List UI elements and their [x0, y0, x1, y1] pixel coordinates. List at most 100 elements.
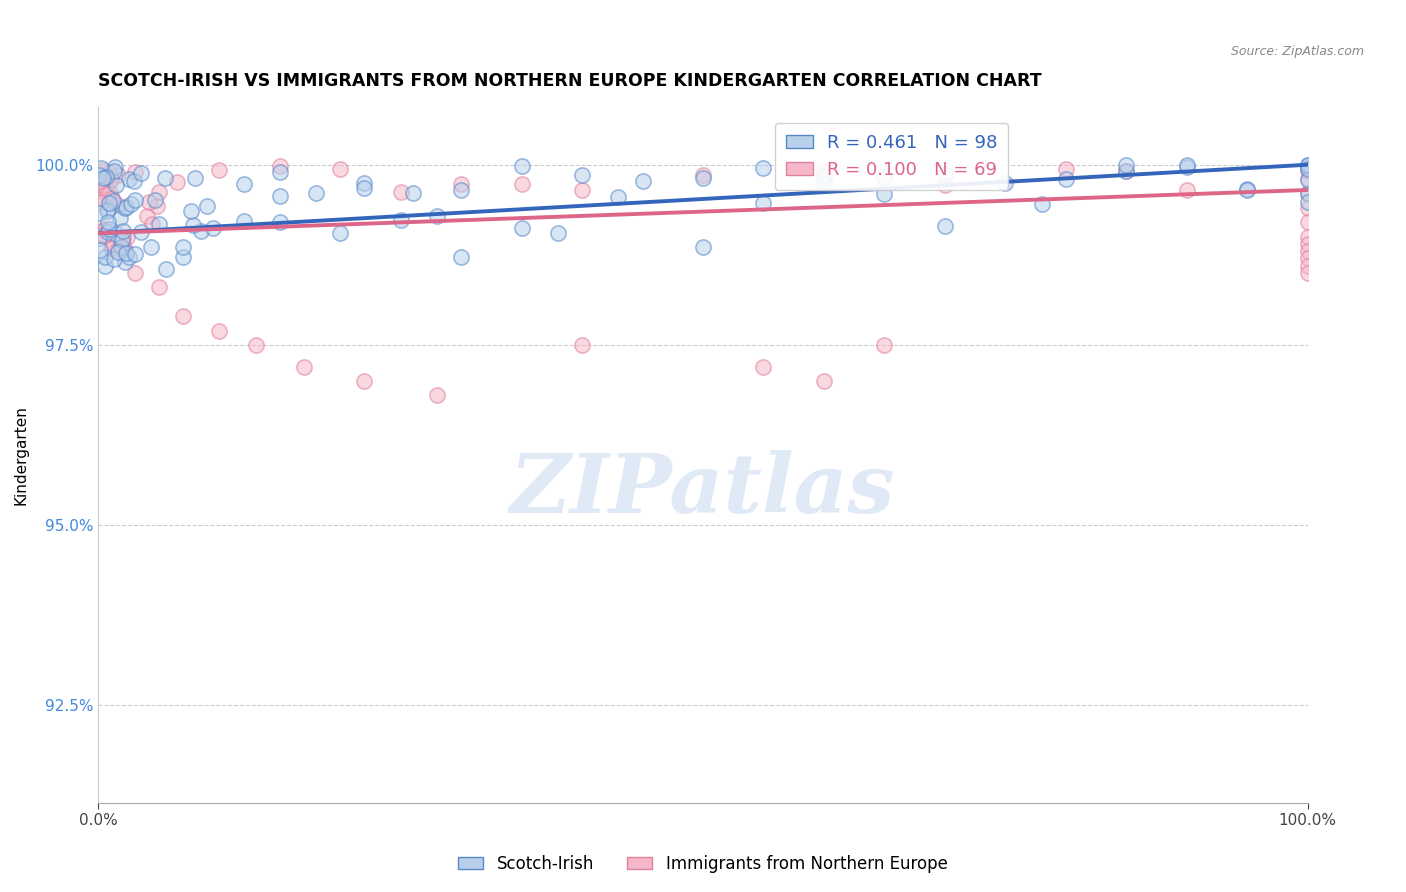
Point	[1054, 171, 1077, 186]
Point	[172, 240, 194, 254]
Point	[87, 206, 110, 220]
Point	[145, 199, 167, 213]
Point	[97, 222, 120, 236]
Point	[153, 171, 176, 186]
Point	[107, 197, 129, 211]
Point	[934, 178, 956, 192]
Point	[1296, 158, 1319, 172]
Point	[1115, 163, 1137, 178]
Point	[111, 235, 134, 249]
Point	[90, 174, 112, 188]
Point	[934, 167, 956, 181]
Point	[155, 261, 177, 276]
Point	[873, 187, 896, 202]
Point	[547, 226, 569, 240]
Point	[692, 240, 714, 254]
Point	[571, 338, 593, 352]
Point	[101, 191, 124, 205]
Point	[389, 185, 412, 199]
Point	[1115, 158, 1137, 172]
Point	[329, 226, 352, 240]
Point	[118, 250, 141, 264]
Point	[148, 186, 170, 200]
Point	[692, 171, 714, 186]
Point	[87, 231, 110, 245]
Text: Source: ZipAtlas.com: Source: ZipAtlas.com	[1230, 45, 1364, 58]
Point	[232, 178, 254, 192]
Point	[1054, 161, 1077, 176]
Point	[101, 194, 124, 209]
Point	[208, 163, 231, 178]
Point	[98, 196, 121, 211]
Point	[110, 240, 132, 254]
Point	[873, 169, 896, 184]
Point	[124, 247, 146, 261]
Point	[103, 252, 125, 266]
Point	[111, 229, 134, 244]
Point	[1296, 160, 1319, 174]
Point	[631, 174, 654, 188]
Point	[873, 338, 896, 352]
Point	[118, 171, 141, 186]
Point	[166, 175, 188, 189]
Point	[510, 159, 533, 173]
Point	[124, 193, 146, 207]
Point	[90, 178, 112, 193]
Point	[353, 176, 375, 190]
Point	[103, 163, 125, 178]
Point	[245, 338, 267, 352]
Point	[426, 388, 449, 402]
Point	[402, 186, 425, 200]
Point	[124, 165, 146, 179]
Point	[1296, 186, 1319, 201]
Point	[107, 245, 129, 260]
Point	[93, 223, 115, 237]
Point	[172, 250, 194, 264]
Point	[114, 201, 136, 215]
Point	[98, 174, 121, 188]
Point	[101, 241, 124, 255]
Point	[1296, 159, 1319, 173]
Point	[93, 227, 115, 242]
Point	[510, 178, 533, 192]
Point	[190, 224, 212, 238]
Point	[94, 222, 117, 236]
Point	[202, 221, 225, 235]
Point	[184, 170, 207, 185]
Point	[1296, 186, 1319, 201]
Point	[195, 199, 218, 213]
Point	[692, 169, 714, 183]
Point	[813, 374, 835, 388]
Point	[426, 210, 449, 224]
Point	[148, 218, 170, 232]
Point	[353, 374, 375, 388]
Point	[934, 219, 956, 233]
Point	[172, 309, 194, 323]
Point	[1115, 164, 1137, 178]
Point	[180, 204, 202, 219]
Point	[571, 168, 593, 182]
Point	[450, 183, 472, 197]
Y-axis label: Kindergarten: Kindergarten	[14, 405, 28, 505]
Point	[450, 250, 472, 264]
Point	[232, 214, 254, 228]
Point	[994, 177, 1017, 191]
Point	[111, 224, 134, 238]
Point	[114, 201, 136, 215]
Point	[752, 161, 775, 176]
Point	[813, 169, 835, 183]
Point	[1175, 161, 1198, 175]
Point	[98, 186, 121, 200]
Point	[292, 359, 315, 374]
Point	[141, 218, 163, 232]
Point	[87, 194, 110, 209]
Text: SCOTCH-IRISH VS IMMIGRANTS FROM NORTHERN EUROPE KINDERGARTEN CORRELATION CHART: SCOTCH-IRISH VS IMMIGRANTS FROM NORTHERN…	[98, 72, 1042, 90]
Point	[389, 212, 412, 227]
Point	[94, 181, 117, 195]
Point	[1296, 172, 1319, 186]
Point	[752, 196, 775, 211]
Point	[100, 172, 122, 186]
Point	[183, 219, 205, 233]
Point	[1296, 201, 1319, 215]
Point	[135, 209, 157, 223]
